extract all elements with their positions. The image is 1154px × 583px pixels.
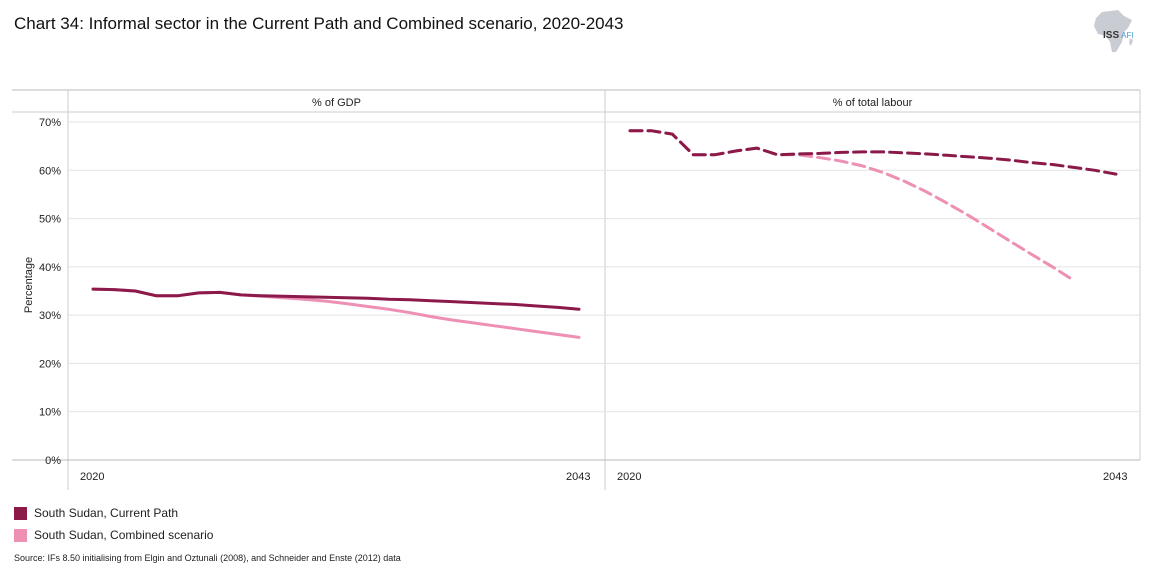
source-note: Source: IFs 8.50 initialising from Elgin…: [14, 553, 401, 563]
panel-title: % of total labour: [833, 97, 913, 109]
legend-item-combined-scenario: South Sudan, Combined scenario: [14, 525, 213, 545]
logo-iss: ISS: [1103, 30, 1120, 41]
y-tick-label: 70%: [39, 117, 61, 129]
y-axis-label: Percentage: [23, 257, 35, 313]
y-tick-label: 40%: [39, 262, 61, 274]
legend-label-current-path: South Sudan, Current Path: [34, 506, 179, 520]
y-tick-label: 20%: [39, 358, 61, 370]
chart-area: 0% 10% 20% 30% 40% 50% 60% 70% Percentage % of GD…: [12, 89, 1141, 490]
x-tick-label: 2043: [566, 471, 590, 483]
logo-text: ISS AFI: [1103, 30, 1134, 41]
africa-map-icon: [1094, 10, 1133, 52]
y-tick-label: 50%: [39, 214, 61, 226]
panel-title: % of GDP: [312, 97, 361, 109]
legend: South Sudan, Current Path South Sudan, C…: [14, 503, 213, 547]
legend-item-current-path: South Sudan, Current Path: [14, 503, 213, 523]
x-tick-label: 2020: [617, 471, 641, 483]
x-tick-label: 2043: [1103, 471, 1127, 483]
y-tick-label: 10%: [39, 407, 61, 419]
legend-label-combined-scenario: South Sudan, Combined scenario: [34, 528, 214, 542]
legend-swatch-combined-scenario: [14, 528, 27, 542]
legend-swatch-current-path: [14, 506, 27, 520]
y-tick-label: 0%: [45, 455, 61, 467]
x-tick-label: 2020: [80, 471, 104, 483]
y-tick-label: 30%: [39, 310, 61, 322]
logo-afi: AFI: [1121, 31, 1134, 40]
y-tick-label: 60%: [39, 165, 61, 177]
series-line-current-path: [91, 287, 581, 311]
series-line-combined-scenario: [628, 129, 1076, 282]
chart-title: Chart 34: Informal sector in the Current…: [14, 14, 624, 33]
series-line-current-path: [628, 129, 1118, 176]
